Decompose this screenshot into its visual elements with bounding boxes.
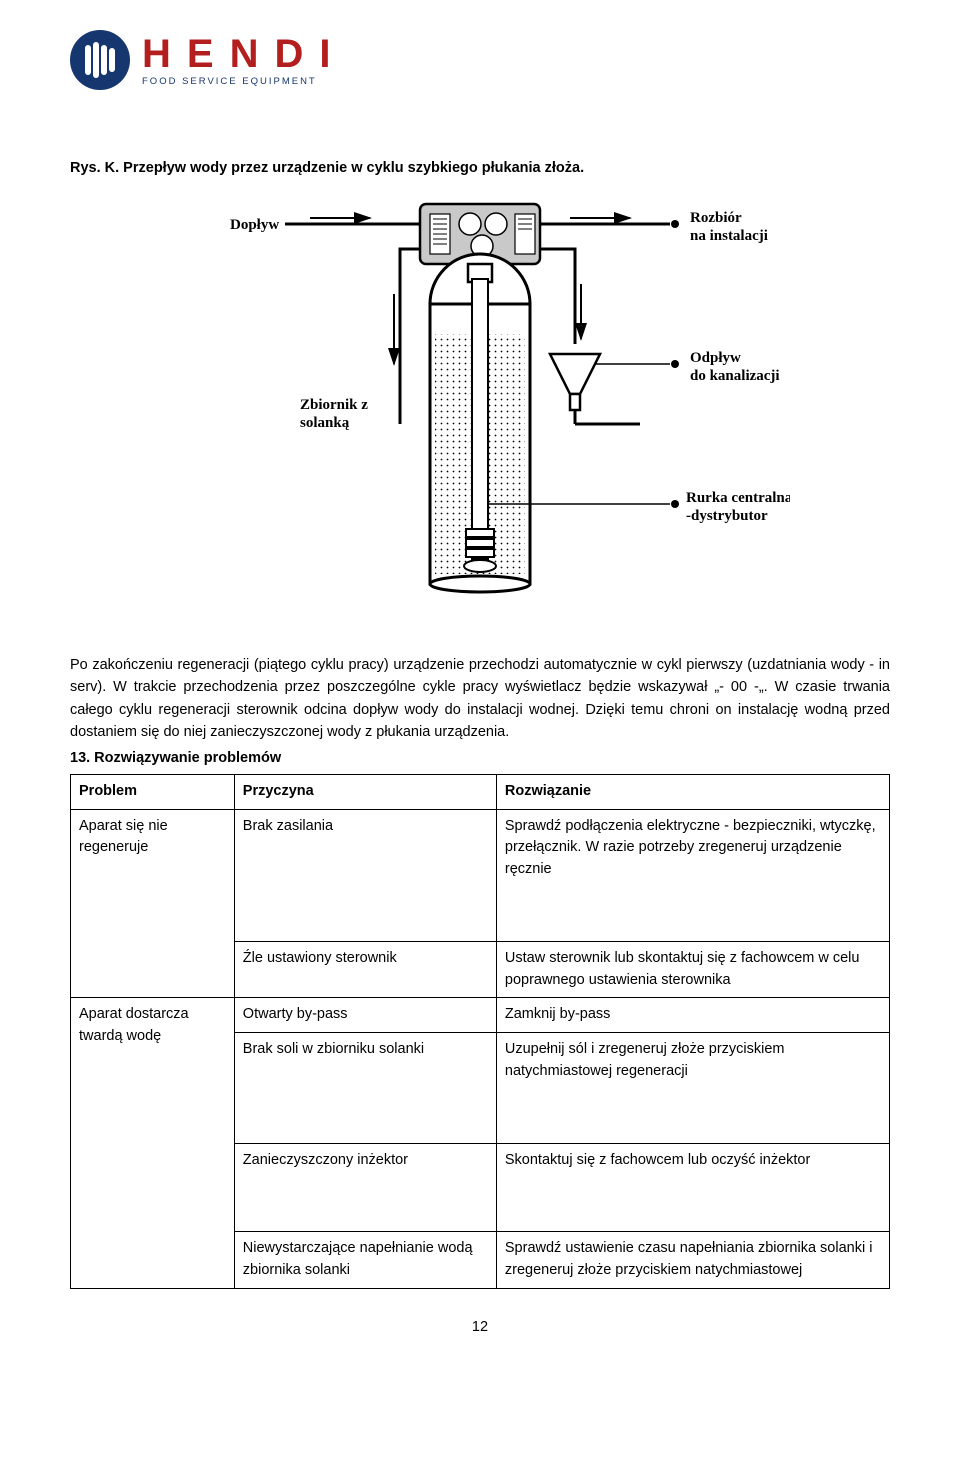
svg-text:Dopływ: Dopływ (230, 217, 279, 233)
th-problem: Problem (71, 774, 235, 809)
logo-brand: HENDI (142, 34, 346, 74)
table-header-row: Problem Przyczyna Rozwiązanie (71, 774, 890, 809)
section-heading: 13. Rozwiązywanie problemów (70, 750, 890, 766)
body-paragraph: Po zakończeniu regeneracji (piątego cykl… (70, 654, 890, 744)
svg-text:Odpływ: Odpływ (690, 350, 741, 366)
th-cause: Przyczyna (234, 774, 496, 809)
logo-subtitle: FOOD SERVICE EQUIPMENT (142, 76, 346, 87)
table-row: Aparat dostarcza twardą wodę Otwarty by-… (71, 998, 890, 1033)
svg-text:na instalacji: na instalacji (690, 228, 768, 244)
svg-text:do kanalizacji: do kanalizacji (690, 368, 780, 384)
table-row: Aparat się nie regeneruje Brak zasilania… (71, 809, 890, 941)
figure-caption: Rys. K. Przepływ wody przez urządzenie w… (70, 160, 890, 176)
svg-text:Rozbiór: Rozbiór (690, 210, 742, 226)
th-solution: Rozwiązanie (496, 774, 889, 809)
page-number: 12 (70, 1319, 890, 1335)
logo: HENDI FOOD SERVICE EQUIPMENT (70, 30, 890, 90)
troubleshoot-table: Problem Przyczyna Rozwiązanie Aparat się… (70, 774, 890, 1289)
svg-text:Zbiornik z: Zbiornik z (300, 397, 368, 413)
svg-text:solanką: solanką (300, 415, 350, 431)
svg-text:Rurka centralna: Rurka centralna (686, 490, 790, 506)
flow-diagram: Dopływ Rozbiór na instalacji Zbiornik z … (70, 194, 890, 624)
svg-text:-dystrybutor: -dystrybutor (686, 508, 768, 524)
logo-icon (70, 30, 130, 90)
